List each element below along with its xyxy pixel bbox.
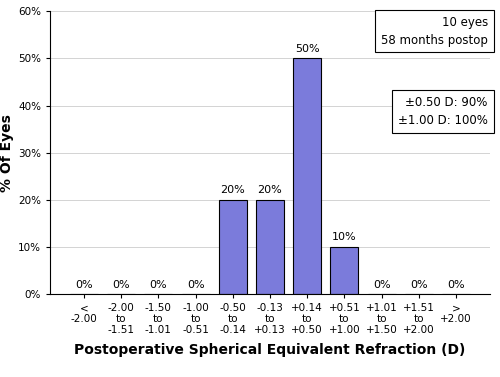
Text: 0%: 0% [150, 280, 167, 290]
Text: 10%: 10% [332, 232, 356, 242]
Text: 0%: 0% [447, 280, 465, 290]
Bar [256, 200, 284, 294]
Text: 0%: 0% [410, 280, 428, 290]
Bar [219, 200, 246, 294]
Text: 0%: 0% [373, 280, 390, 290]
Text: 0%: 0% [112, 280, 130, 290]
Y-axis label: % Of Eyes: % Of Eyes [0, 114, 14, 192]
X-axis label: Postoperative Spherical Equivalent Refraction (D): Postoperative Spherical Equivalent Refra… [74, 343, 466, 357]
Bar [294, 58, 321, 294]
Text: ±0.50 D: 90%
±1.00 D: 100%: ±0.50 D: 90% ±1.00 D: 100% [398, 96, 488, 127]
Text: 20%: 20% [220, 185, 245, 195]
Text: 0%: 0% [187, 280, 204, 290]
Text: 0%: 0% [75, 280, 93, 290]
Text: 20%: 20% [258, 185, 282, 195]
Bar [330, 247, 358, 294]
Text: 50%: 50% [295, 44, 320, 54]
Text: 10 eyes
58 months postop: 10 eyes 58 months postop [381, 15, 488, 46]
